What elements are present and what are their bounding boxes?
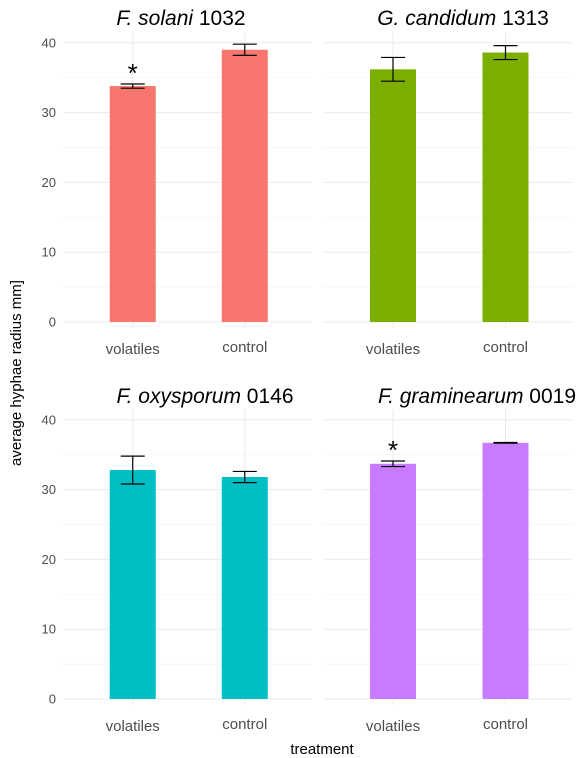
x-tick-label: volatiles [106, 341, 160, 358]
facet-panel: G. candidum 1313 volatiles control [323, 7, 573, 358]
y-tick-label: 30 [42, 105, 56, 120]
significance-marker: * [128, 58, 138, 88]
panel-title-species: F. solani [116, 7, 194, 30]
y-tick-label: 40 [42, 412, 56, 427]
x-axis-title: treatment [290, 741, 354, 758]
y-tick-label: 20 [42, 175, 56, 190]
y-tick-label: 0 [49, 692, 56, 707]
y-tick-label: 30 [42, 482, 56, 497]
bar-control [221, 477, 268, 699]
y-tick-label: 20 [42, 552, 56, 567]
bar-volatiles [109, 86, 156, 323]
panel-title-species: F. oxysporum [116, 385, 241, 408]
y-tick-label: 10 [42, 622, 56, 637]
x-tick-label: control [222, 716, 267, 733]
x-tick-label: volatiles [366, 718, 420, 735]
panel-title-strain: 0019 [523, 385, 576, 408]
facet-panels: 0 10 20 30 40 F. solani 1032 * volatiles control… [42, 7, 577, 735]
facet-panel: 0 10 20 30 40 F. oxysporum 0146 volatiles contr… [42, 385, 312, 735]
significance-marker: * [388, 435, 398, 465]
bar-volatiles [370, 69, 416, 322]
panel-title: G. candidum 1313 [377, 7, 549, 30]
bar-control [482, 52, 529, 323]
panel-title: F. graminearum 0019 [378, 385, 576, 408]
panel-title: F. solani 1032 [116, 7, 245, 30]
x-tick-label: volatiles [366, 341, 420, 358]
facet-panel: 0 10 20 30 40 F. solani 1032 * volatiles control [42, 7, 312, 358]
facet-panel: F. graminearum 0019 * volatiles control [323, 385, 576, 735]
x-tick-label: control [222, 339, 267, 356]
panel-title-strain: 1313 [496, 7, 549, 30]
panel-title-strain: 0146 [241, 385, 294, 408]
bar-control [221, 49, 268, 322]
bar-control [482, 442, 529, 699]
bar-volatiles [370, 463, 416, 699]
y-tick-label: 10 [42, 245, 56, 260]
x-tick-label: control [483, 339, 528, 356]
x-tick-label: control [483, 716, 528, 733]
y-tick-label: 40 [42, 35, 56, 50]
panel-title-species: G. candidum [377, 7, 496, 30]
panel-title-strain: 1032 [193, 7, 246, 30]
bar-volatiles [109, 470, 156, 699]
y-tick-label: 0 [49, 315, 56, 330]
y-axis-title: average hyphae radius mm] [8, 280, 25, 466]
panel-title: F. oxysporum 0146 [116, 385, 293, 408]
panel-title-species: F. graminearum [378, 385, 524, 408]
x-tick-label: volatiles [106, 718, 160, 735]
